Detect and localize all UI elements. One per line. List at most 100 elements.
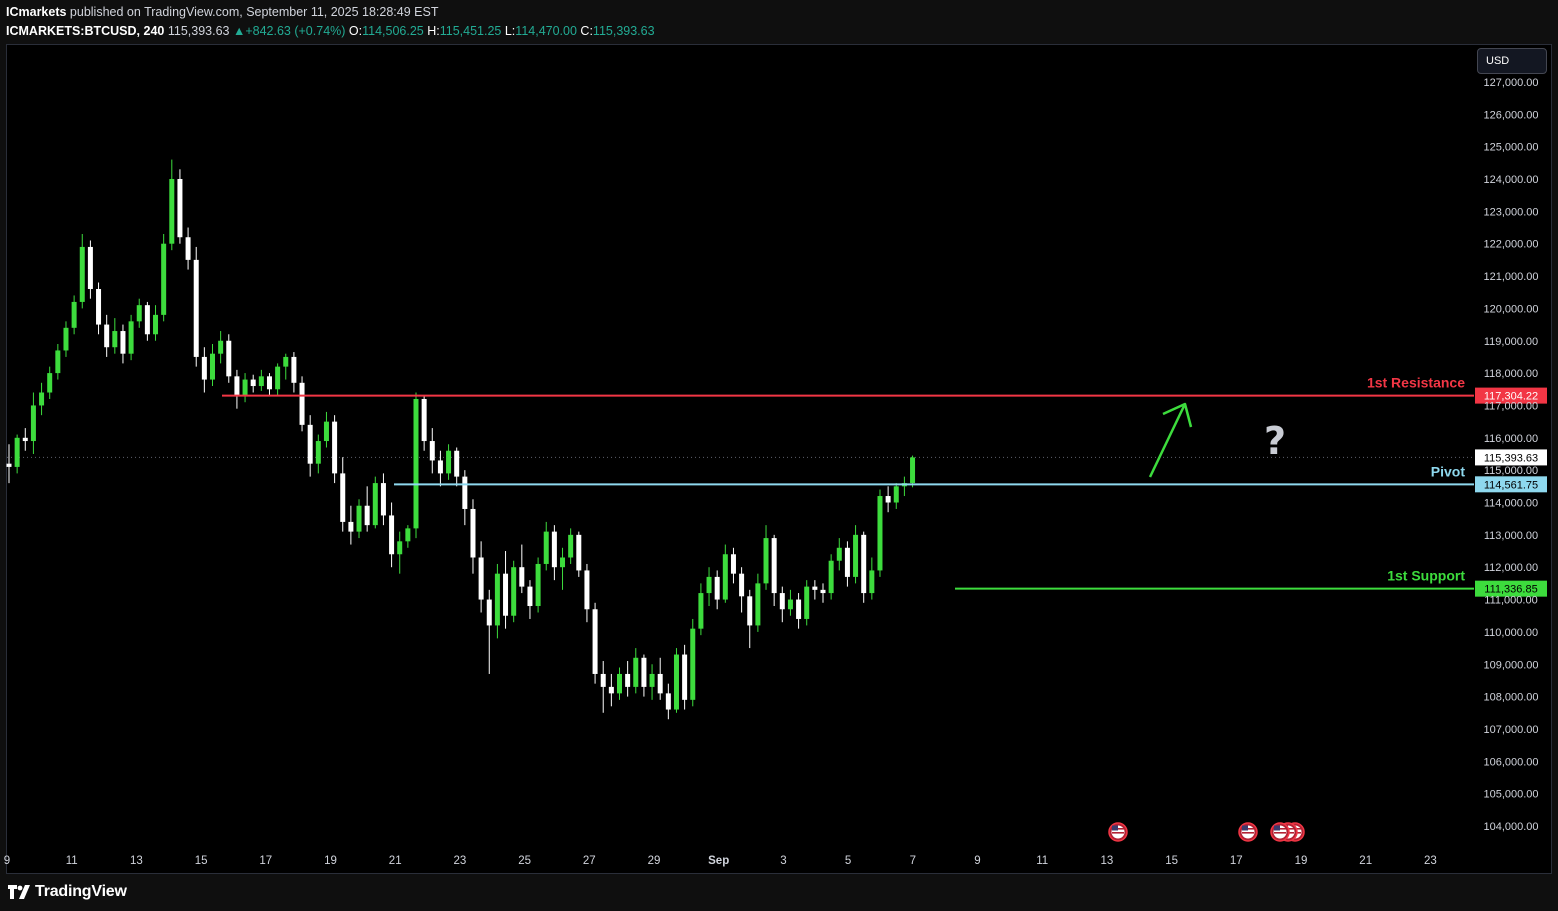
- candle-body[interactable]: [218, 340, 224, 354]
- candle-body[interactable]: [625, 673, 631, 687]
- candle-body[interactable]: [478, 557, 484, 600]
- candle-body[interactable]: [836, 547, 842, 561]
- candle-body[interactable]: [535, 563, 541, 607]
- candle-body[interactable]: [494, 573, 500, 626]
- candle-body[interactable]: [22, 437, 28, 442]
- candle-body[interactable]: [649, 673, 655, 687]
- candle-body[interactable]: [87, 246, 93, 289]
- candle-body[interactable]: [177, 179, 183, 238]
- candle-body[interactable]: [144, 305, 150, 335]
- candle-body[interactable]: [706, 576, 712, 594]
- candle-body[interactable]: [608, 686, 614, 694]
- candle-body[interactable]: [299, 382, 305, 425]
- candle-body[interactable]: [120, 331, 126, 354]
- candle-body[interactable]: [893, 486, 899, 503]
- candle-body[interactable]: [511, 567, 517, 616]
- candle-body[interactable]: [755, 583, 761, 626]
- candle-body[interactable]: [690, 628, 696, 700]
- chart-pane[interactable]: [6, 44, 1552, 874]
- candle-body[interactable]: [543, 531, 549, 564]
- candle-body[interactable]: [641, 657, 647, 687]
- currency-button[interactable]: USD: [1477, 48, 1547, 74]
- publisher-name[interactable]: ICmarkets: [6, 5, 67, 19]
- candle-body[interactable]: [739, 573, 745, 597]
- candle-body[interactable]: [657, 673, 663, 694]
- candle-body[interactable]: [193, 259, 199, 357]
- candle-body[interactable]: [600, 673, 606, 687]
- candle-body[interactable]: [527, 586, 533, 607]
- candle-body[interactable]: [568, 534, 574, 558]
- candle-body[interactable]: [812, 586, 818, 590]
- candle-body[interactable]: [71, 301, 77, 328]
- candle-body[interactable]: [462, 476, 468, 509]
- candle-body[interactable]: [389, 515, 395, 555]
- candle-body[interactable]: [136, 305, 142, 322]
- candle-body[interactable]: [185, 237, 191, 260]
- candle-body[interactable]: [429, 441, 435, 461]
- candle-body[interactable]: [722, 554, 728, 600]
- candle-body[interactable]: [30, 405, 36, 442]
- candle-body[interactable]: [210, 353, 215, 380]
- candle-body[interactable]: [364, 505, 370, 526]
- candle-body[interactable]: [340, 473, 346, 522]
- candle-body[interactable]: [112, 331, 118, 348]
- candle-body[interactable]: [413, 398, 419, 529]
- candle-body[interactable]: [617, 673, 622, 694]
- candle-body[interactable]: [437, 460, 443, 474]
- candle-body[interactable]: [576, 534, 582, 571]
- candle-body[interactable]: [63, 327, 69, 351]
- candle-body[interactable]: [421, 398, 427, 442]
- candle-body[interactable]: [372, 483, 378, 526]
- candle-body[interactable]: [633, 657, 639, 687]
- candle-body[interactable]: [55, 350, 61, 374]
- candle-body[interactable]: [47, 373, 53, 393]
- candle-body[interactable]: [315, 441, 321, 464]
- candle-body[interactable]: [323, 421, 329, 442]
- candle-body[interactable]: [885, 496, 891, 503]
- candle-body[interactable]: [266, 376, 272, 390]
- candle-body[interactable]: [869, 570, 875, 594]
- candle-body[interactable]: [503, 573, 509, 616]
- candle-body[interactable]: [820, 589, 826, 594]
- candle-body[interactable]: [877, 496, 883, 571]
- question-mark-annotation[interactable]: ?: [1264, 419, 1286, 463]
- candle-body[interactable]: [234, 376, 240, 396]
- candle-body[interactable]: [910, 457, 916, 484]
- candle-body[interactable]: [665, 693, 671, 710]
- candle-body[interactable]: [226, 340, 232, 377]
- candle-body[interactable]: [551, 531, 557, 568]
- candle-body[interactable]: [787, 599, 793, 610]
- candle-body[interactable]: [397, 541, 403, 555]
- candle-body[interactable]: [470, 508, 476, 558]
- candle-body[interactable]: [96, 288, 102, 325]
- candle-body[interactable]: [747, 596, 753, 626]
- candle-body[interactable]: [250, 379, 256, 387]
- candle-body[interactable]: [6, 463, 12, 467]
- candle-body[interactable]: [853, 534, 859, 577]
- candle-body[interactable]: [714, 576, 720, 600]
- candle-body[interactable]: [454, 450, 460, 477]
- candle-body[interactable]: [201, 356, 207, 380]
- candle-body[interactable]: [519, 567, 525, 587]
- candle-body[interactable]: [763, 538, 769, 584]
- candle-body[interactable]: [592, 609, 598, 674]
- candle-body[interactable]: [560, 557, 566, 568]
- candle-body[interactable]: [828, 560, 834, 594]
- candle-body[interactable]: [14, 437, 20, 467]
- candle-body[interactable]: [405, 528, 411, 542]
- candle-body[interactable]: [584, 570, 590, 610]
- candle-body[interactable]: [275, 366, 281, 390]
- candle-body[interactable]: [698, 593, 704, 629]
- candle-body[interactable]: [348, 521, 354, 532]
- candle-body[interactable]: [796, 599, 802, 619]
- candle-body[interactable]: [153, 314, 159, 335]
- candle-body[interactable]: [104, 324, 110, 348]
- candle-body[interactable]: [307, 424, 313, 464]
- arrow-up-icon[interactable]: [1148, 405, 1186, 478]
- candle-body[interactable]: [771, 538, 777, 594]
- candle-body[interactable]: [161, 243, 167, 315]
- candle-body[interactable]: [486, 599, 492, 626]
- candle-body[interactable]: [169, 179, 175, 244]
- candle-body[interactable]: [242, 379, 248, 396]
